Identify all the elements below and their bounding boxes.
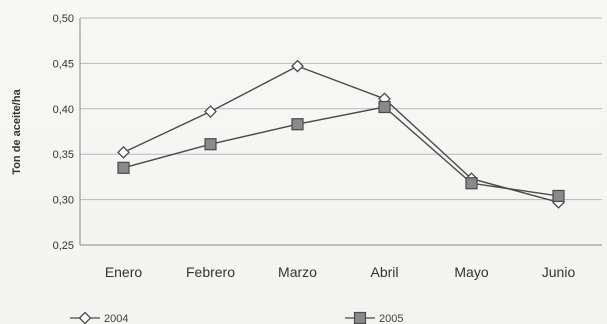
y-tick-labels: 0,50 0,45 0,40 0,35 0,30 0,25 (53, 13, 74, 252)
data-point-2005 (465, 177, 478, 190)
legend-label-2004: 2004 (104, 313, 128, 324)
series-line-2005 (123, 106, 559, 197)
y-tick-label: 0,40 (53, 104, 74, 116)
data-point-2004 (291, 59, 304, 73)
x-tick-labels: Enero Febrero Marzo Abril Mayo Junio (105, 264, 576, 280)
data-point-2005 (291, 118, 304, 131)
data-point-2005 (204, 138, 217, 151)
legend-marker-2004 (78, 311, 92, 324)
y-tick-label: 0,25 (53, 240, 74, 252)
x-tick-label: Abril (370, 264, 398, 280)
data-point-2004 (204, 105, 217, 118)
data-point-2005 (117, 161, 130, 174)
data-point-2004 (117, 145, 130, 159)
y-tick-label: 0,30 (53, 195, 74, 207)
x-tick-label: Enero (105, 264, 143, 280)
y-axis-title: Ton de aceite/ha (11, 88, 23, 174)
legend-marker-2005 (353, 311, 367, 324)
series-group (117, 59, 565, 209)
x-tick-label: Febrero (186, 264, 235, 280)
y-tick-label: 0,35 (53, 149, 74, 161)
y-tick-label: 0,45 (53, 58, 74, 70)
x-tick-label: Mayo (454, 264, 488, 280)
x-tick-label: Junio (542, 264, 576, 280)
x-tick-label: Marzo (278, 264, 317, 280)
data-point-2005 (552, 189, 565, 203)
y-tick-label: 0,50 (53, 13, 74, 25)
gridlines (79, 17, 602, 246)
legend-label-2005: 2005 (379, 313, 403, 324)
legend: 2004 2005 (70, 311, 403, 324)
series-line-2004 (123, 65, 559, 203)
data-point-2005 (378, 100, 391, 114)
